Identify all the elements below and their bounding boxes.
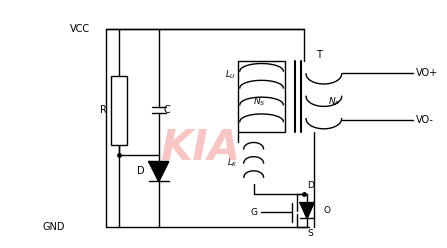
Bar — [111, 76, 127, 145]
Text: R: R — [101, 105, 107, 115]
Text: $L_K$: $L_K$ — [227, 157, 238, 169]
Bar — [238, 61, 285, 132]
Text: G: G — [251, 208, 257, 217]
Text: VO+: VO+ — [416, 68, 438, 78]
Text: S: S — [307, 229, 313, 238]
Polygon shape — [300, 203, 314, 218]
Text: T: T — [316, 50, 322, 60]
Text: $N_S$: $N_S$ — [253, 95, 266, 107]
Text: VO-: VO- — [416, 115, 434, 125]
Text: $L_U$: $L_U$ — [225, 68, 236, 81]
Text: D: D — [137, 166, 145, 177]
Polygon shape — [149, 162, 169, 181]
Text: KIA: KIA — [160, 127, 240, 169]
Text: $N_P$: $N_P$ — [328, 95, 340, 107]
Text: VCC: VCC — [70, 24, 90, 34]
Text: D: D — [307, 181, 314, 190]
Text: O: O — [324, 206, 331, 215]
Text: C: C — [164, 105, 170, 115]
Text: GND: GND — [42, 222, 64, 232]
